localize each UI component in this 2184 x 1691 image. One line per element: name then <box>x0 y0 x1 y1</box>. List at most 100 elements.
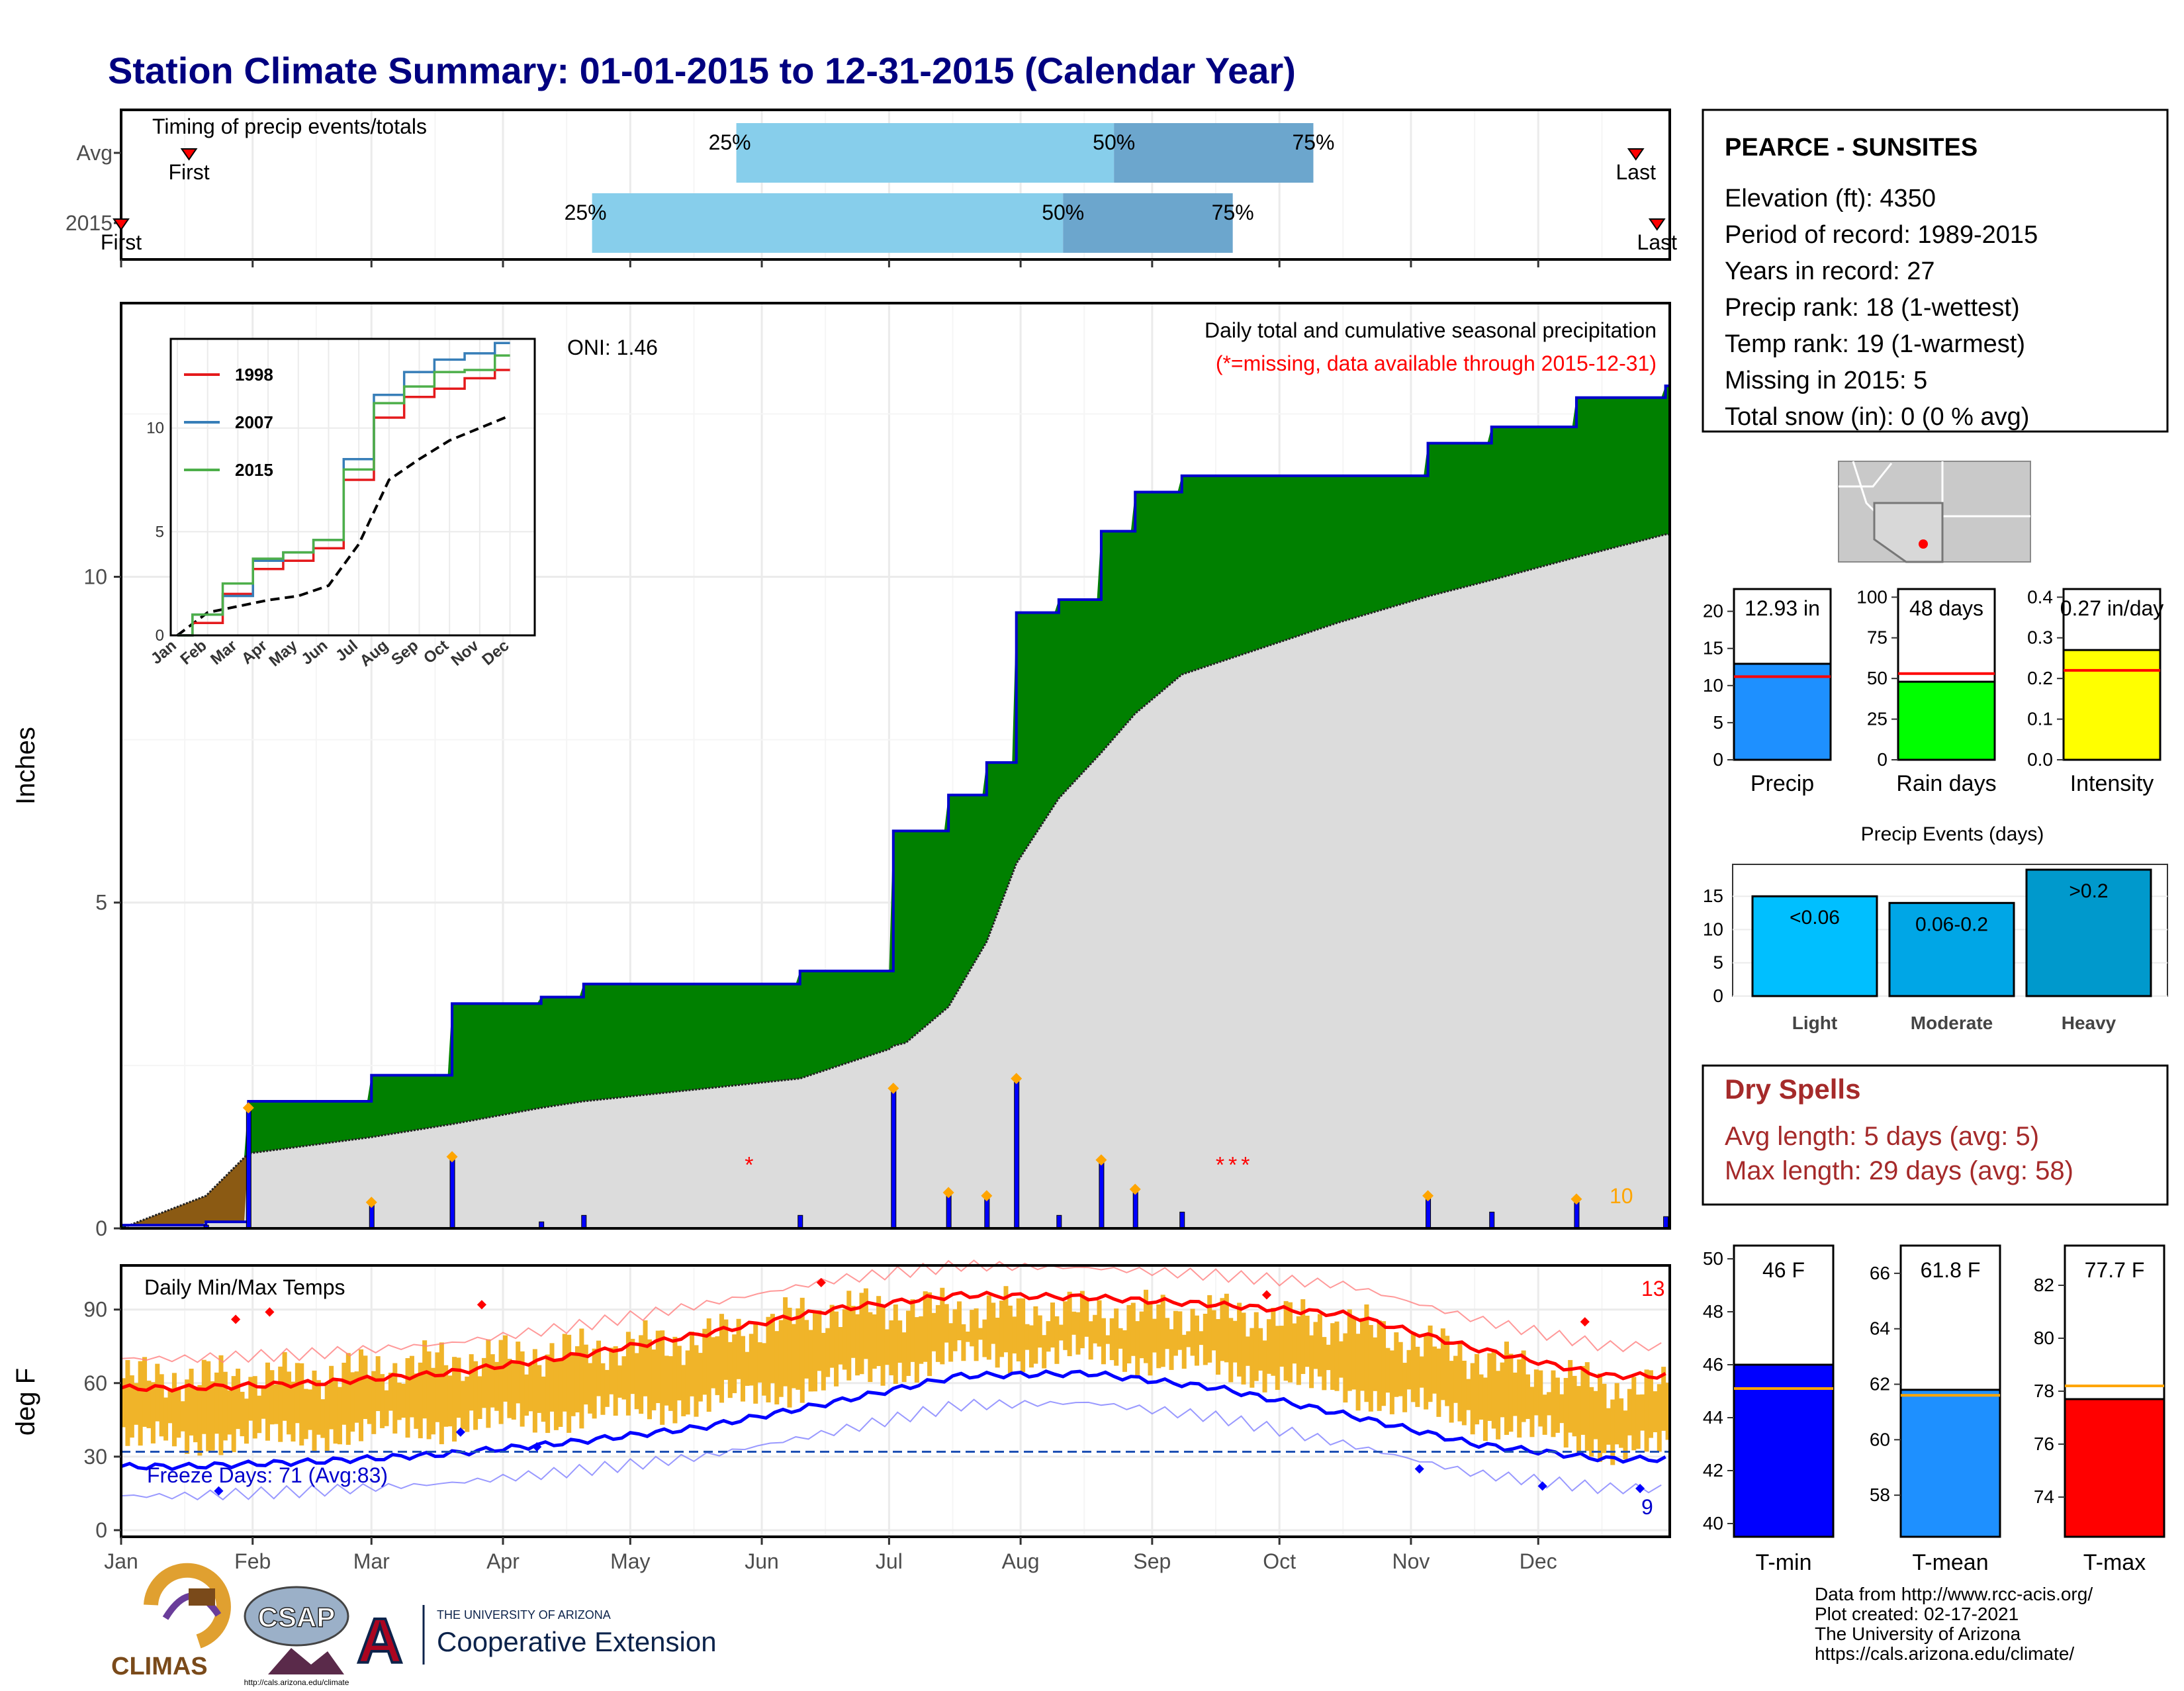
daily-temp-bar <box>1097 1300 1102 1347</box>
daily-temp-bar <box>965 1331 970 1342</box>
daily-temp-bar <box>1288 1302 1293 1383</box>
inset-x-label: Nov <box>448 636 483 669</box>
daily-temp-bar <box>1457 1342 1463 1422</box>
daily-temp-bar <box>1385 1348 1390 1393</box>
daily-temp-bar <box>388 1373 393 1411</box>
daily-temp-bar <box>1351 1317 1357 1390</box>
daily-temp-bar <box>163 1397 169 1441</box>
timing-p25-label: 25% <box>565 201 607 224</box>
daily-temp-bar <box>625 1332 631 1416</box>
daily-temp-bar <box>1088 1321 1093 1360</box>
events-bar <box>1751 895 1878 997</box>
month-label: Feb <box>234 1549 271 1573</box>
freeze-days: Freeze Days: 71 (Avg:83) <box>147 1463 388 1487</box>
daily-temp-bar <box>834 1311 839 1387</box>
daily-temp-bar <box>821 1332 826 1391</box>
daily-temp-bar <box>1181 1334 1187 1369</box>
daily-precip-bar <box>1014 1078 1020 1229</box>
daily-precip-bar <box>891 1087 897 1229</box>
mini-chart-label: Precip <box>1751 771 1814 796</box>
daily-temp-bar <box>1661 1367 1666 1431</box>
daily-temp-bar <box>1580 1365 1586 1435</box>
daily-temp-bar <box>240 1391 245 1437</box>
heavy-event-marker <box>1011 1073 1023 1085</box>
footer-credit-line: Plot created: 02-17-2021 <box>1815 1604 2019 1624</box>
timing-panel: Timing of precip events/totals Avg 25% 50%… <box>66 109 1677 261</box>
missing-day-marker: * <box>1228 1153 1237 1178</box>
daily-temp-bar <box>727 1342 733 1398</box>
daily-temp-bar <box>218 1355 224 1455</box>
daily-temp-bar <box>1173 1310 1178 1356</box>
daily-temp-bar <box>422 1340 428 1419</box>
heavy-event-marker <box>1422 1190 1434 1202</box>
daily-temp-bar <box>180 1401 185 1432</box>
daily-temp-bar <box>1165 1318 1170 1349</box>
daily-temp-bar <box>1512 1372 1518 1416</box>
daily-temp-bar <box>812 1310 817 1392</box>
station-info-line: Total snow (in): 0 (0 % avg) <box>1725 403 2029 431</box>
precip-y-tick-label: 0 <box>95 1216 107 1240</box>
temperature-bar-charts: 40 42 44 46 48 50 46 F T-min 58 60 62 64 66 61.8 F T-m… <box>1703 1244 2165 1575</box>
daily-temp-bar <box>906 1310 911 1376</box>
temp-bar-fill <box>2064 1398 2165 1538</box>
events-bar-label: <0.06 <box>1790 907 1840 929</box>
mini-chart-bar <box>1897 680 1996 761</box>
temp-y-tick-label: 90 <box>83 1298 107 1322</box>
daily-temp-bar <box>690 1332 695 1396</box>
last-event-marker <box>1648 218 1666 231</box>
daily-temp-bar <box>477 1376 482 1419</box>
daily-temp-bar <box>1529 1387 1535 1438</box>
daily-temp-bar <box>999 1301 1005 1357</box>
daily-temp-bar <box>961 1324 966 1361</box>
missing-day-marker: * <box>745 1153 753 1178</box>
month-label: Dec <box>1520 1549 1557 1573</box>
daily-temp-bar <box>927 1292 933 1377</box>
daily-temp-bar <box>486 1339 491 1428</box>
daily-temp-bar <box>923 1291 928 1362</box>
daily-precip-bar <box>246 1107 251 1229</box>
daily-temp-bar <box>520 1351 525 1427</box>
daily-temp-bar <box>1220 1298 1225 1361</box>
climas-logo: CLIMAS <box>111 1563 231 1680</box>
daily-temp-bar <box>1304 1315 1310 1367</box>
daily-temp-bar <box>473 1361 478 1430</box>
precip-y-tick-label: 5 <box>95 891 107 915</box>
daily-temp-bar <box>639 1335 644 1414</box>
daily-temp-bar <box>766 1316 771 1402</box>
inset-x-label: Aug <box>357 637 392 670</box>
daily-temp-bar <box>155 1363 160 1422</box>
daily-temp-bar <box>498 1340 504 1424</box>
heavy-event-marker <box>887 1082 899 1094</box>
inset-y-label: 0 <box>156 627 164 645</box>
daily-precip-bar <box>1056 1214 1062 1229</box>
timing-bar-25-50 <box>736 123 1115 183</box>
inset-normal-line <box>176 414 511 637</box>
daily-temp-bar <box>1148 1301 1153 1376</box>
mini-chart-tick-label: 0.4 <box>2027 586 2053 607</box>
temp-bar-tick-label: 76 <box>2034 1434 2054 1454</box>
daily-temp-bar <box>1114 1308 1119 1366</box>
daily-temp-bar <box>1054 1316 1060 1364</box>
daily-temp-bar <box>1016 1298 1021 1361</box>
observed-cumulative-line <box>121 385 1670 1227</box>
inset-y-label: 10 <box>146 420 164 437</box>
events-bar-label: >0.2 <box>2069 880 2108 902</box>
footer-credit-line: Data from http://www.rcc-acis.org/ <box>1815 1584 2093 1604</box>
daily-temp-bar <box>762 1343 767 1396</box>
daily-temp-bar <box>1491 1351 1496 1429</box>
month-label: May <box>610 1549 650 1573</box>
daily-temp-bar <box>1343 1333 1348 1403</box>
daily-temp-bar <box>1237 1303 1242 1377</box>
daily-temp-bar <box>1037 1315 1042 1348</box>
daily-temp-bar <box>549 1343 555 1412</box>
daily-temp-bar <box>502 1335 508 1402</box>
record-high-marker <box>265 1307 275 1317</box>
daily-temp-bar <box>778 1320 784 1397</box>
daily-temp-bar <box>435 1352 440 1422</box>
mini-chart-value: 0.27 in/day <box>2060 596 2164 620</box>
daily-temp-bar <box>1555 1377 1560 1433</box>
daily-temp-bar <box>125 1359 130 1446</box>
daily-temp-bar <box>783 1297 788 1387</box>
last-event-label: Last <box>1615 160 1656 184</box>
daily-temp-bar <box>273 1384 279 1424</box>
